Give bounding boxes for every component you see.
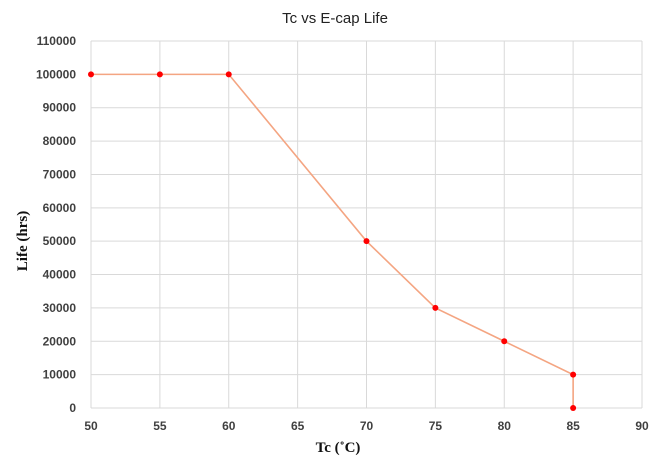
y-tick-label: 90000 — [43, 101, 77, 115]
x-tick-label: 70 — [360, 419, 374, 433]
x-tick-label: 85 — [566, 419, 580, 433]
data-point — [432, 304, 439, 311]
y-tick-label: 10000 — [43, 368, 77, 382]
x-tick-label: 55 — [153, 419, 167, 433]
data-point — [501, 338, 508, 345]
y-tick-label: 20000 — [43, 334, 77, 348]
y-tick-label: 50000 — [43, 234, 77, 248]
series-line — [91, 73, 574, 408]
x-tick-label: 50 — [84, 419, 98, 433]
x-axis-label: Tc (˚C) — [316, 440, 361, 456]
y-tick-label: 0 — [69, 401, 76, 415]
y-tick-label: 110000 — [37, 34, 77, 48]
x-tick-label: 75 — [429, 419, 443, 433]
data-point — [363, 238, 370, 245]
x-tick-label: 90 — [635, 419, 649, 433]
data-point — [156, 71, 163, 78]
grid — [90, 40, 643, 409]
data-points — [88, 71, 577, 411]
y-tick-label: 80000 — [43, 134, 77, 148]
data-point — [88, 71, 94, 78]
y-tick-label: 60000 — [43, 201, 77, 215]
y-tick-label: 100000 — [36, 67, 76, 81]
x-tick-label: 60 — [222, 419, 236, 433]
data-point — [225, 71, 232, 78]
y-tick-label: 70000 — [43, 167, 77, 181]
data-point — [570, 371, 577, 378]
y-tick-labels: 0 10000 20000 30000 40000 50000 60000 70000 8000… — [36, 34, 76, 415]
y-tick-label: 40000 — [43, 268, 77, 282]
data-point — [570, 405, 577, 411]
x-tick-label: 65 — [291, 419, 305, 433]
y-tick-label: 30000 — [43, 301, 77, 315]
x-tick-labels: 50 55 60 65 70 75 80 85 90 — [84, 419, 649, 433]
chart-title: Tc vs E-cap Life — [282, 10, 388, 27]
y-axis-label: Life (hrs) — [15, 211, 31, 271]
x-tick-label: 80 — [498, 419, 512, 433]
